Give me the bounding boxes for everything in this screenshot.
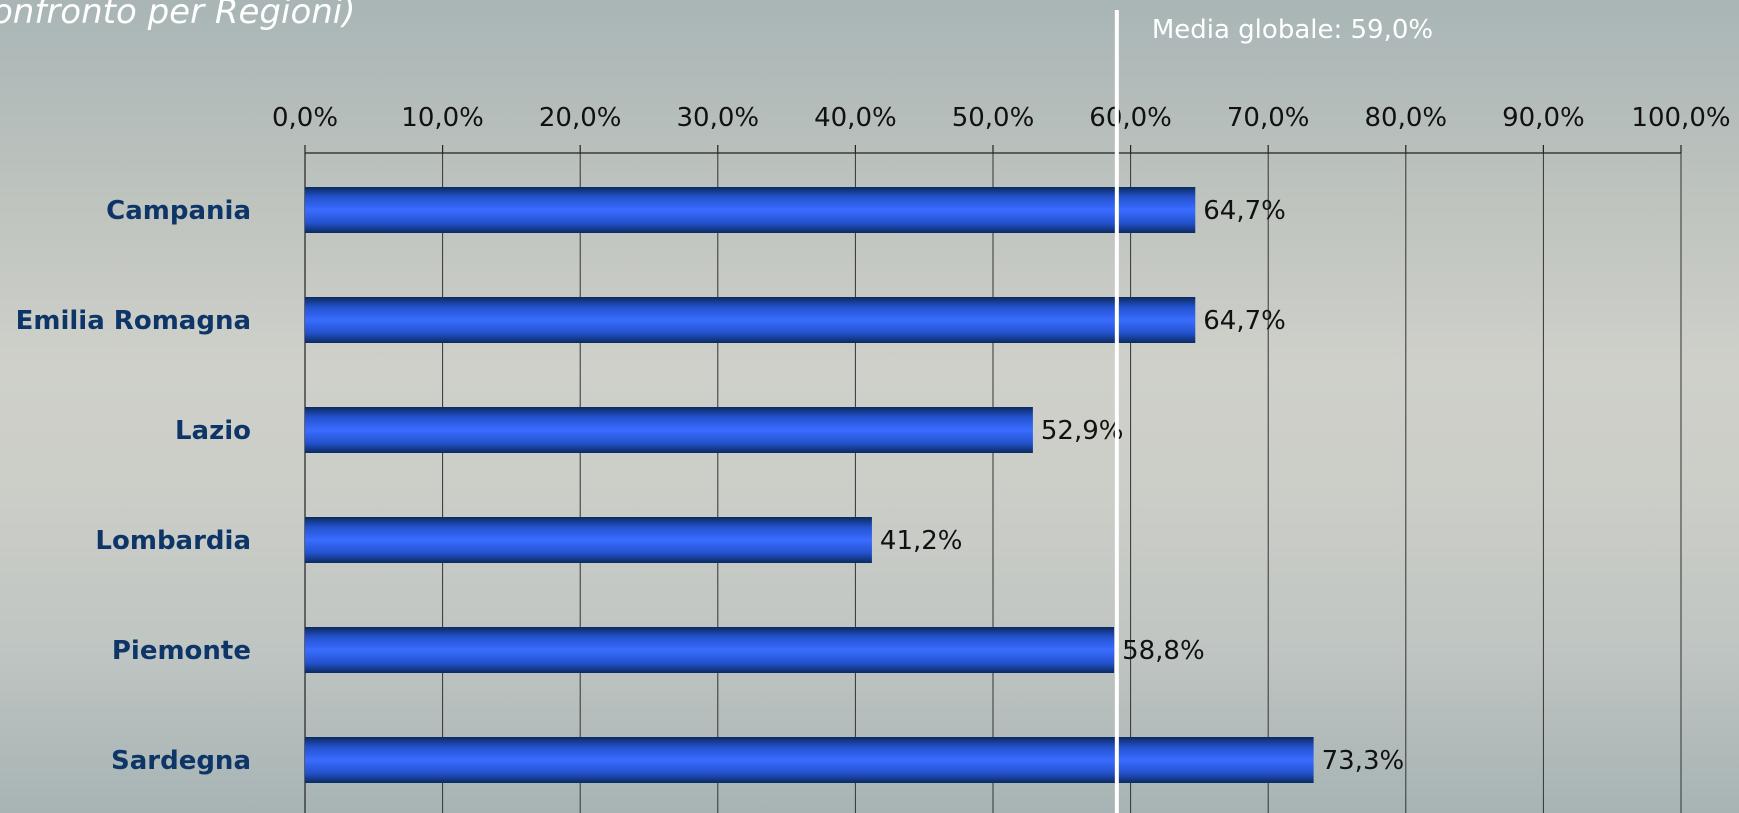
- category-label: Lombardia: [95, 526, 251, 556]
- reference-line-label: Media globale: 59,0%: [1152, 15, 1433, 45]
- bar-value-label: 41,2%: [880, 526, 963, 556]
- x-axis: 0,0% 10,0% 20,0% 30,0% 40,0% 50,0% 60,0% 70,0% 8…: [272, 103, 1731, 813]
- x-tick-label: 10,0%: [401, 103, 484, 133]
- bar-value-label: 58,8%: [1122, 636, 1205, 666]
- x-tick-label: 40,0%: [814, 103, 897, 133]
- x-tick-label: 70,0%: [1227, 103, 1310, 133]
- x-tick-label: 20,0%: [539, 103, 622, 133]
- bar-value-label: 52,9%: [1041, 416, 1124, 446]
- category-label: Sardegna: [111, 746, 251, 776]
- x-tick-label: 0,0%: [272, 103, 338, 133]
- gridlines: [442, 153, 1682, 813]
- x-tick-label: 50,0%: [952, 103, 1035, 133]
- bar: [305, 187, 1196, 233]
- reference-line-group: Media globale: 59,0%: [1114, 10, 1433, 813]
- x-tick-label: 100,0%: [1631, 103, 1730, 133]
- x-tick-label: 90,0%: [1502, 103, 1585, 133]
- bar: [305, 407, 1033, 453]
- x-tick-label: 80,0%: [1364, 103, 1447, 133]
- bar: [305, 627, 1115, 673]
- category-label: Campania: [106, 196, 251, 226]
- category-label: Lazio: [175, 416, 251, 446]
- category-label: Emilia Romagna: [16, 306, 251, 336]
- x-tick-label: 60,0%: [1089, 103, 1172, 133]
- category-labels: Campania Emilia Romagna Lazio Lombardia Piem…: [16, 196, 251, 776]
- bar-value-label: 64,7%: [1203, 306, 1286, 336]
- x-tick-label: 30,0%: [676, 103, 759, 133]
- bar-value-label: 73,3%: [1322, 746, 1405, 776]
- bar: [305, 737, 1314, 783]
- bar: [305, 297, 1196, 343]
- bars: 64,7% 64,7% 52,9% 41,2% 58,8% 73,3%: [305, 187, 1404, 783]
- chart-title: onfronto per Regioni): [0, 0, 356, 32]
- bar-value-label: 64,7%: [1203, 196, 1286, 226]
- category-label: Piemonte: [112, 636, 251, 666]
- bar: [305, 517, 872, 563]
